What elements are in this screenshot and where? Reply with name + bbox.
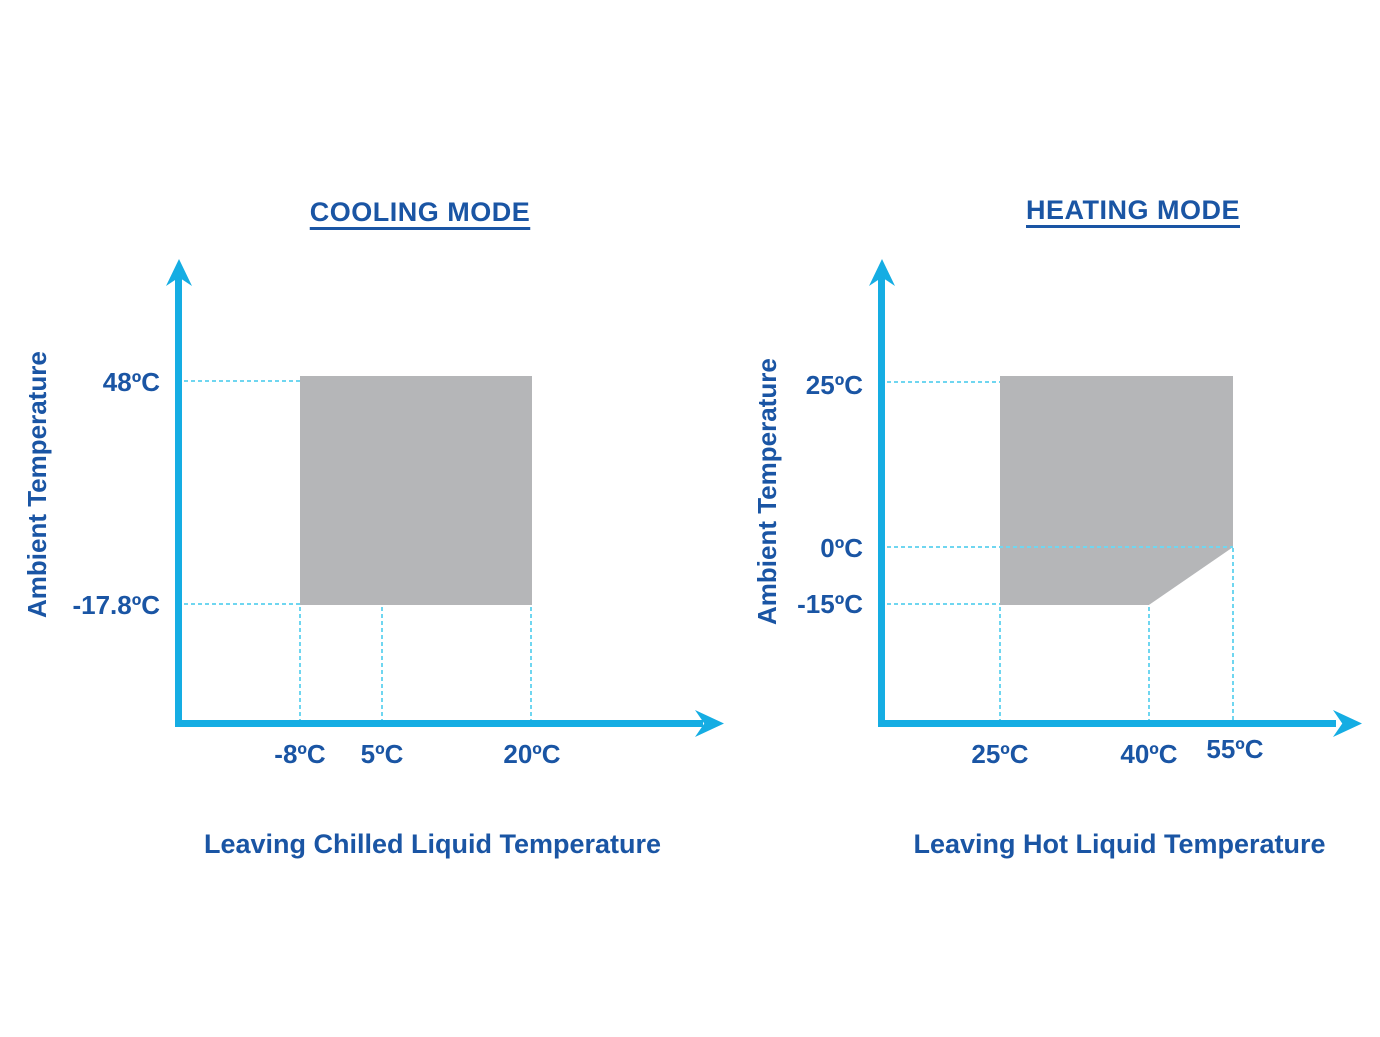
heating-x-tick-40c: 40ºC (1120, 739, 1178, 769)
heating-gridline-40c (1148, 607, 1150, 720)
heating-gridline-minus15c (887, 603, 1000, 605)
cooling-gridline-20c (530, 607, 532, 720)
cooling-x-tick-5c: 5ºC (360, 739, 404, 769)
heating-gridline-25c-ambient (887, 381, 1000, 383)
cooling-gridline-minus17-8c (184, 603, 300, 605)
cooling-y-tick-48c: 48ºC (102, 367, 160, 397)
cooling-y-axis-title: Ambient Temperature (22, 351, 52, 619)
heating-y-tick-0c: 0ºC (820, 533, 863, 563)
heating-y-tick-minus15c: -15ºC (797, 589, 863, 619)
heating-gridline-25c-liquid (999, 607, 1001, 720)
cooling-chart-title: COOLING MODE (309, 197, 531, 227)
cooling-x-axis-line (175, 720, 703, 727)
heating-x-axis-line (878, 720, 1336, 727)
cooling-gridline-5c (381, 607, 383, 720)
cooling-y-axis-line (175, 268, 182, 726)
heating-y-tick-25c: 25ºC (805, 370, 863, 400)
heating-x-axis-arrow-icon (1333, 710, 1362, 737)
cooling-gridline-48c (184, 380, 300, 382)
heating-x-tick-25c: 25ºC (971, 739, 1029, 769)
heating-x-axis-title: Leaving Hot Liquid Temperature (913, 829, 1326, 859)
cooling-y-tick-minus17-8c: -17.8ºC (72, 590, 160, 620)
heating-gridline-55c (1232, 548, 1234, 720)
cooling-x-tick-minus8c: -8ºC (274, 739, 326, 769)
cooling-x-axis-title: Leaving Chilled Liquid Temperature (203, 829, 662, 859)
cooling-gridline-minus8c (299, 607, 301, 720)
heating-y-axis-line (878, 268, 885, 726)
heating-chart-title: HEATING MODE (1026, 195, 1240, 225)
cooling-x-tick-20c: 20ºC (503, 739, 561, 769)
heating-y-axis-title: Ambient Temperature (752, 358, 782, 626)
heating-x-tick-55c: 55ºC (1206, 734, 1264, 764)
heating-gridline-0c (887, 546, 1233, 548)
heating-envelope-region (1000, 376, 1233, 605)
cooling-envelope-region (300, 376, 532, 605)
